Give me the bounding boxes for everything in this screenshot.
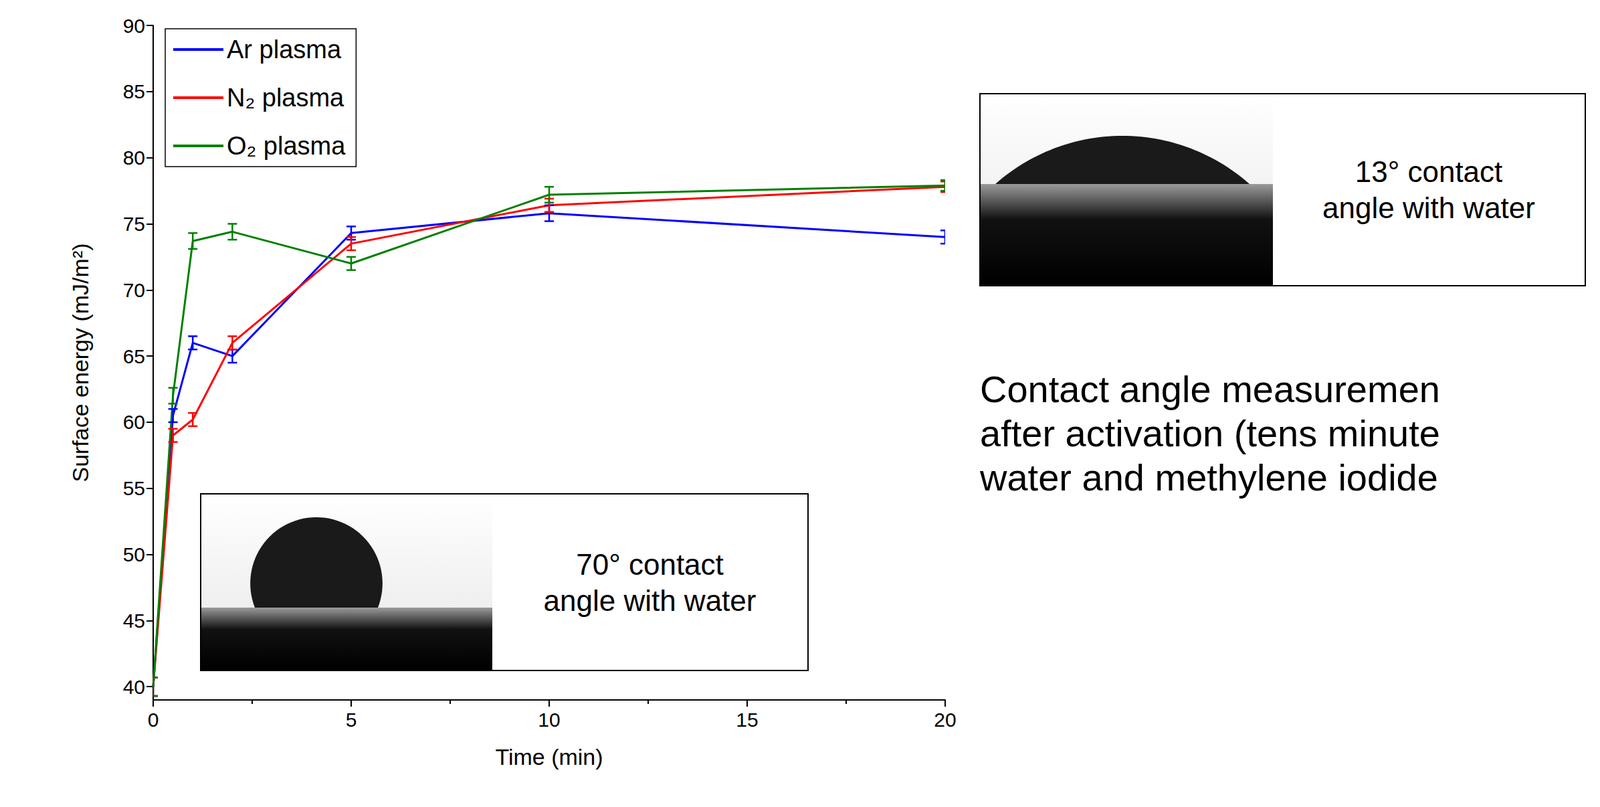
svg-text:angle with water: angle with water (543, 583, 757, 617)
svg-text:70: 70 (123, 278, 146, 302)
svg-text:70° contact: 70° contact (575, 547, 724, 581)
svg-text:Surface energy (mJ/m²): Surface energy (mJ/m²) (67, 242, 93, 482)
svg-text:after activation (tens minute: after activation (tens minute (979, 412, 1441, 455)
svg-text:65: 65 (123, 345, 146, 368)
svg-text:50: 50 (123, 543, 146, 566)
svg-text:40: 40 (123, 675, 146, 698)
svg-text:0: 0 (147, 708, 160, 731)
svg-text:85: 85 (123, 80, 146, 103)
svg-text:13° contact: 13° contact (1355, 155, 1504, 188)
svg-text:15: 15 (735, 708, 758, 731)
svg-text:10: 10 (537, 708, 560, 731)
svg-text:90: 90 (123, 14, 146, 37)
svg-text:5: 5 (345, 708, 358, 731)
svg-text:Contact angle measuremen: Contact angle measuremen (979, 367, 1441, 411)
svg-text:N₂ plasma: N₂ plasma (226, 83, 345, 112)
svg-text:45: 45 (123, 609, 146, 632)
svg-text:55: 55 (123, 476, 146, 499)
svg-text:75: 75 (123, 212, 146, 235)
svg-text:Time (min): Time (min) (494, 743, 603, 770)
svg-text:60: 60 (123, 410, 146, 433)
svg-text:water and methylene iodide: water and methylene iodide (979, 456, 1439, 499)
svg-text:angle with water: angle with water (1322, 191, 1536, 225)
svg-text:Ar plasma: Ar plasma (226, 35, 342, 64)
svg-text:20: 20 (933, 708, 956, 731)
svg-text:80: 80 (123, 146, 146, 169)
svg-text:O₂ plasma: O₂ plasma (226, 131, 346, 160)
